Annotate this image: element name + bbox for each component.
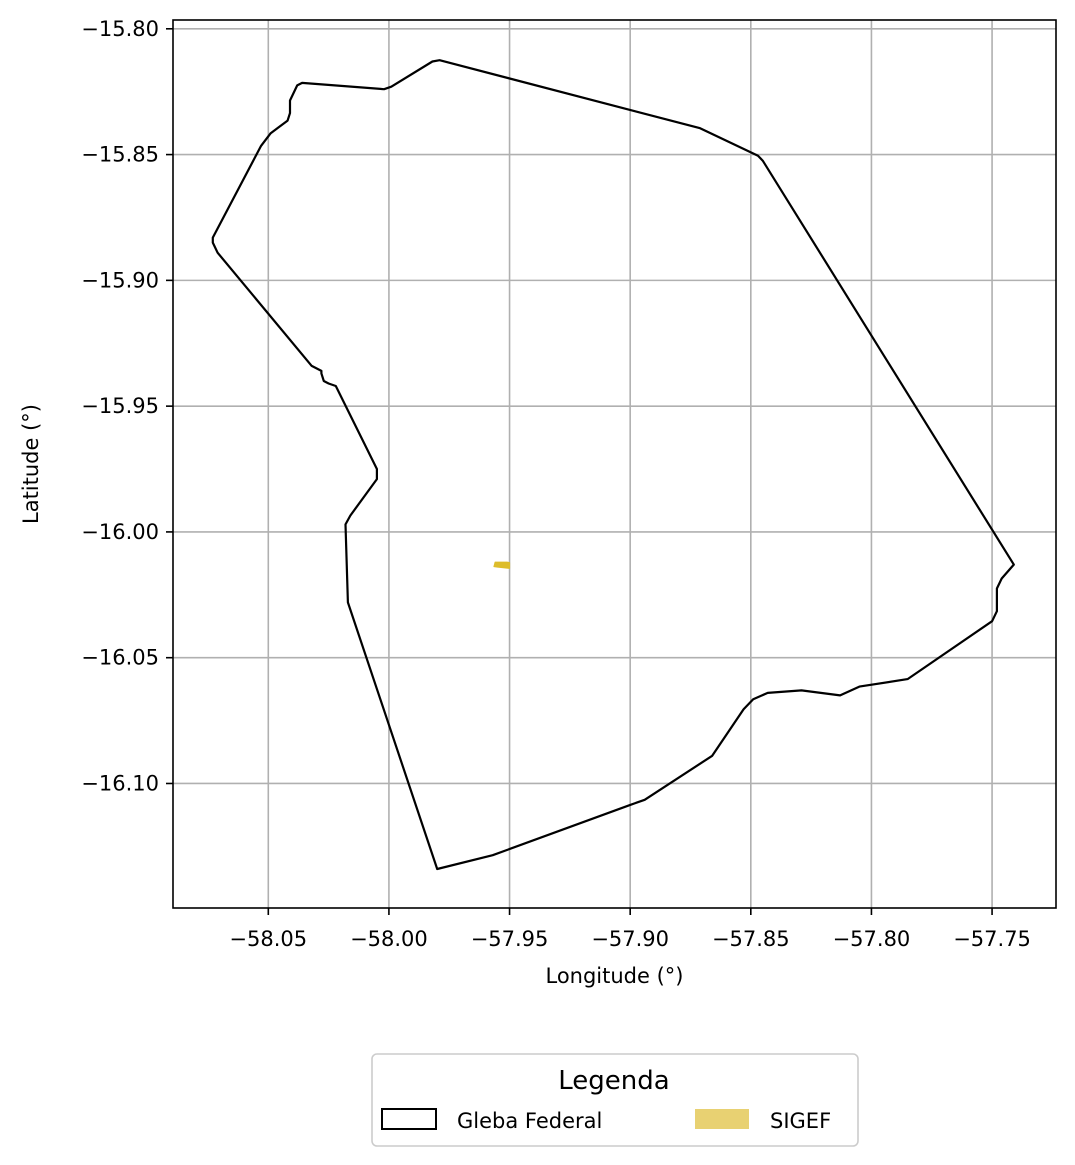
x-axis-ticks: −58.05 −58.00 −57.95 −57.90 −57.85 −57.80 −57.… (229, 908, 1031, 951)
axes-frame (172, 19, 1057, 909)
y-tick-label: −15.85 (81, 143, 159, 167)
y-tick-label: −15.90 (81, 268, 159, 292)
x-tick-label: −58.05 (229, 927, 307, 951)
legend-swatch-gleba-federal (381, 1108, 437, 1130)
legend-label-sigef: SIGEF (770, 1109, 831, 1133)
x-tick-label: −57.80 (833, 927, 911, 951)
y-axis-label: Latitude (°) (19, 404, 43, 524)
x-tick-label: −57.85 (712, 927, 790, 951)
gleba-federal-polygon (211, 59, 1015, 871)
x-tick-label: −57.75 (953, 927, 1031, 951)
x-tick-label: −57.90 (591, 927, 669, 951)
y-axis-ticks: −15.80 −15.85 −15.90 −15.95 −16.00 −16.05 −16.… (81, 17, 173, 795)
sigef-polygon (493, 561, 511, 569)
legend-title: Legenda (558, 1066, 669, 1096)
grid-lines (173, 20, 1056, 908)
legend-swatch-sigef (695, 1109, 749, 1129)
y-tick-label: −16.10 (81, 771, 159, 795)
x-tick-label: −57.95 (471, 927, 549, 951)
map-layers (211, 59, 1015, 871)
legend-label-gleba-federal: Gleba Federal (457, 1109, 602, 1133)
y-tick-label: −15.95 (81, 394, 159, 418)
y-tick-label: −15.80 (81, 17, 159, 41)
y-tick-label: −16.00 (81, 520, 159, 544)
x-tick-label: −58.00 (350, 927, 428, 951)
x-axis-label: Longitude (°) (545, 964, 683, 988)
y-tick-label: −16.05 (81, 646, 159, 670)
legend: Legenda Gleba Federal SIGEF (371, 1053, 859, 1147)
